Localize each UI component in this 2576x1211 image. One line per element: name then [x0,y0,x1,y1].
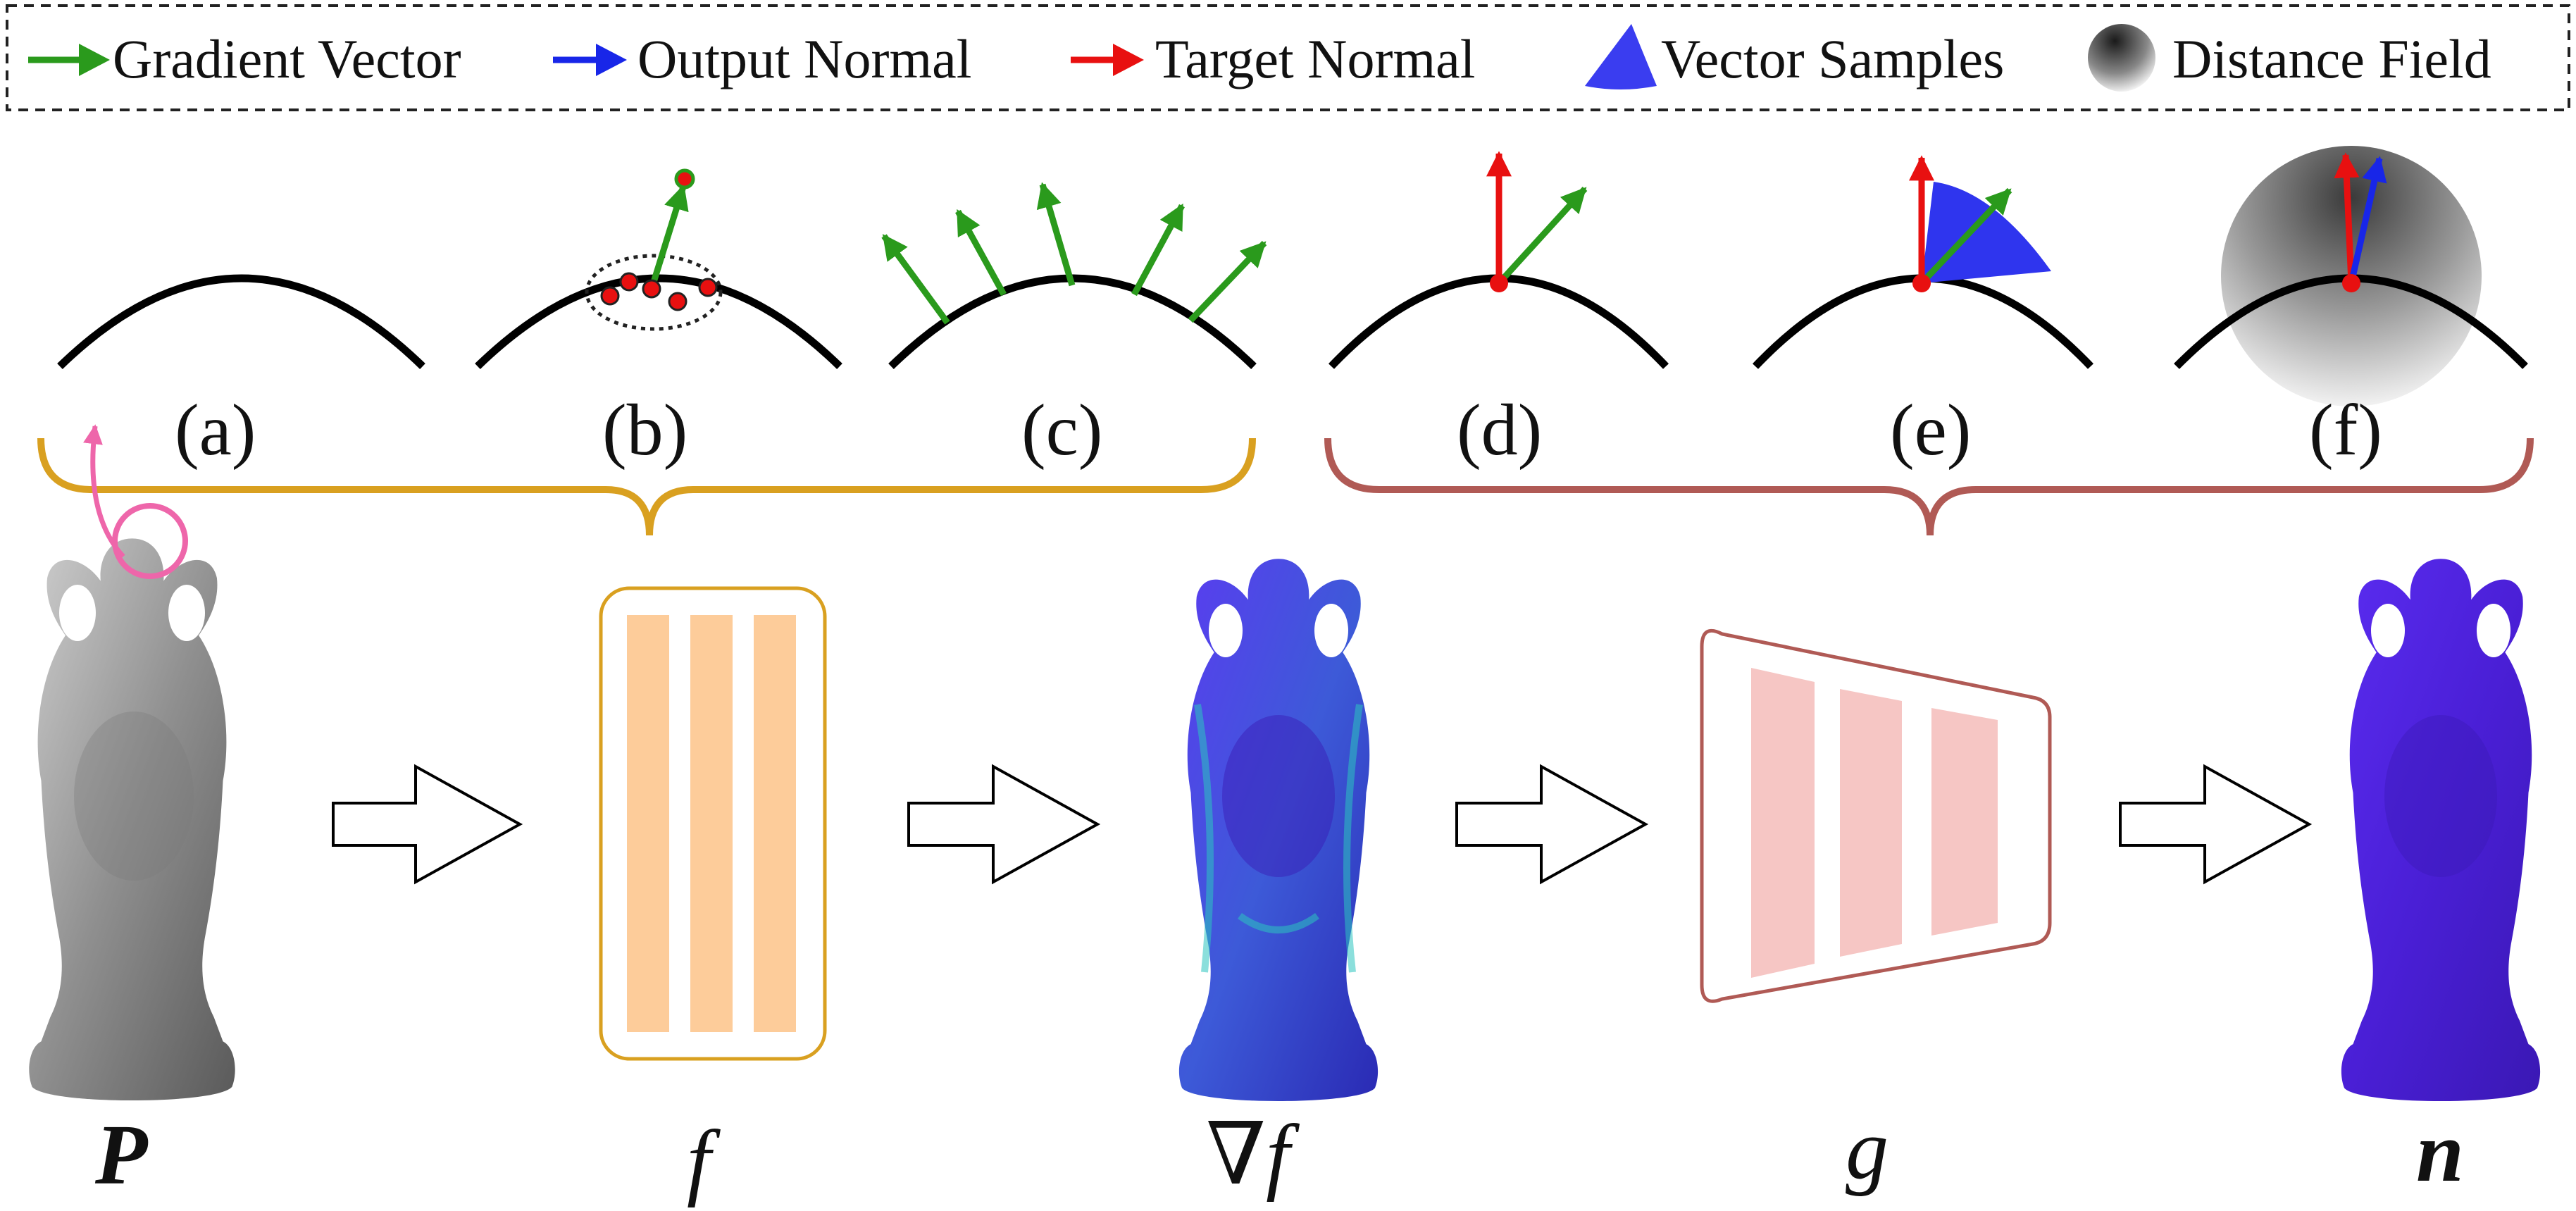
output-normal-arrow [2348,156,2387,284]
target-normal-arrow [2334,152,2360,284]
statue-hole [1209,604,1243,657]
flow-arrow [1455,764,1649,885]
surface-curve [57,274,425,369]
neighborhood-ellipse [585,254,723,331]
legend: Gradient Vector Output Normal Target Nor… [6,4,2570,111]
gradient-arrow [648,184,689,290]
statue-hole [59,585,96,641]
legend-label-distance-field: Distance Field [2172,28,2491,89]
panel-f [2174,146,2528,406]
output-label: n [2416,1105,2464,1200]
legend-label-gradient-vector: Gradient Vector [113,28,461,89]
panel-label-b: (b) [602,390,687,471]
surface-curve [475,274,842,369]
statue-hole [2477,604,2510,657]
sample-point [668,292,687,311]
panel-label-f: (f) [2309,390,2382,471]
pink-arrow [83,424,125,559]
legend-label-target-normal: Target Normal [1155,28,1475,89]
network-g [1700,629,2052,1003]
panel-a [57,274,425,369]
legend-label-vector-samples: Vector Samples [1661,28,2004,89]
flow-arrow [907,764,1101,885]
sample-point [642,279,661,299]
panel-label-a: (a) [175,390,256,471]
gradient-field-statue [1178,559,1379,1102]
green-arrow-icon [28,44,110,76]
query-point [674,168,695,190]
gray-gradient-circle-icon [2088,24,2155,92]
panel-c [881,182,1267,369]
sample-point [600,286,620,306]
legend-item-output-normal: Output Normal [553,28,971,89]
legend-item-distance-field: Distance Field [2088,24,2491,92]
query-point [1490,274,1508,292]
legend-label-output-normal: Output Normal [637,28,971,89]
network-f [599,586,827,1061]
network-g-layer [1931,708,1998,936]
network-g-layer [1751,668,1815,978]
legend-item-vector-samples: Vector Samples [1585,24,2004,89]
gradient-arrow [1131,203,1185,297]
gradient-arrow [1496,186,1588,286]
gradient-arrow [1036,182,1076,287]
network-f-layer [690,615,733,1032]
blue-arrow-icon [553,44,627,76]
output-normal-statue [2341,559,2541,1102]
gradient-arrow [955,209,1007,297]
panel-label-e: (e) [1890,390,1971,471]
teal-highlight [1194,704,1363,973]
input-label: P [94,1107,149,1203]
gradient-label: ∇f [1206,1107,1300,1203]
legend-item-target-normal: Target Normal [1071,28,1475,89]
network-f-layer [627,615,669,1032]
legend-frame [6,4,2570,111]
highlight-circle [112,503,188,579]
query-point [1912,274,1931,292]
statue-hole [1314,604,1348,657]
statue-hole [168,585,205,641]
statue-belly [1222,715,1335,877]
sample-point [619,272,639,292]
red-arrow-icon [1071,44,1144,76]
network-f-layer [754,615,796,1032]
gradient-arrow [1188,240,1267,323]
network-g-layer [1840,689,1902,957]
statue-hole [2371,604,2405,657]
query-point [2342,274,2360,292]
statue-belly [2384,715,2497,877]
sample-point [698,278,718,297]
gradient-arrow [881,234,950,325]
vector-samples-sector [1922,182,2051,283]
network-f-label: f [687,1113,721,1208]
flow-arrow [332,764,523,885]
flow-arrow [2119,764,2313,885]
panel-d [1329,151,1669,369]
panel-label-d: (d) [1457,390,1542,471]
brace-left [37,437,1256,536]
panel-e [1753,155,2093,369]
input-point-cloud-statue [29,538,235,1101]
network-g-label: g [1846,1102,1889,1197]
panel-label-c: (c) [1021,390,1102,471]
legend-item-gradient-vector: Gradient Vector [28,28,461,89]
blue-sector-icon [1585,24,1657,89]
gradient-arrow [1919,187,2012,286]
brace-right [1324,437,2534,536]
statue-belly [74,712,194,881]
panel-b [475,168,842,369]
